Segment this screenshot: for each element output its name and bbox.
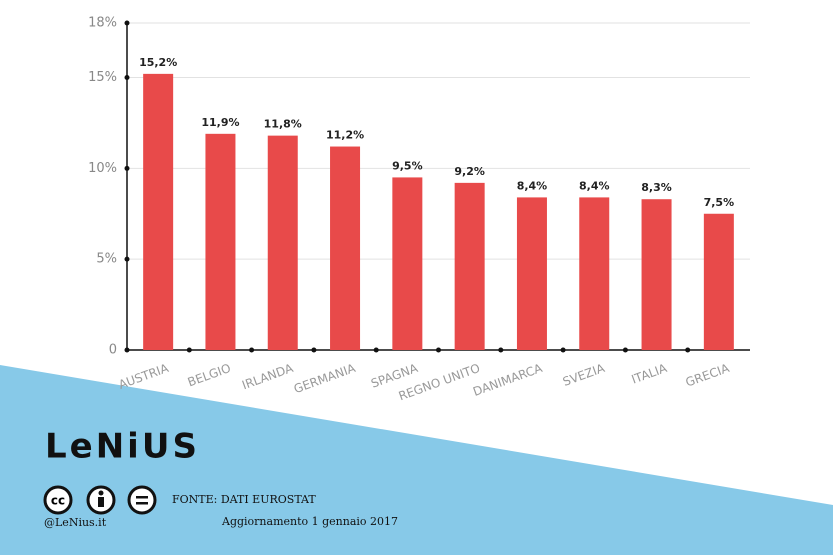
y-tick-label: 18% bbox=[88, 16, 117, 31]
value-label: 15,2% bbox=[139, 56, 177, 69]
bar bbox=[703, 213, 734, 350]
x-separator bbox=[186, 347, 192, 353]
nd-bar bbox=[136, 502, 148, 505]
value-label: 8,4% bbox=[517, 179, 548, 192]
x-separator bbox=[373, 347, 379, 353]
y-tick-label: 5% bbox=[96, 252, 117, 267]
x-separator bbox=[311, 347, 317, 353]
y-tick-label: 15% bbox=[88, 70, 117, 85]
y-tick-label: 10% bbox=[88, 161, 117, 176]
handle: @LeNius.it bbox=[44, 516, 107, 529]
nd-icon bbox=[127, 485, 157, 515]
bar bbox=[392, 177, 423, 350]
x-tick-label: GERMANIA bbox=[292, 361, 358, 396]
bar bbox=[516, 197, 547, 350]
x-tick-label: AUSTRIA bbox=[117, 361, 171, 392]
bar bbox=[579, 197, 610, 350]
logo: LeNiUS bbox=[45, 427, 200, 467]
bar bbox=[205, 133, 236, 350]
bar bbox=[454, 182, 485, 350]
value-label: 11,2% bbox=[326, 129, 364, 142]
updated: Aggiornamento 1 gennaio 2017 bbox=[221, 515, 398, 528]
x-tick-label: IRLANDA bbox=[240, 361, 296, 393]
x-tick-label: DANIMARCA bbox=[471, 361, 545, 399]
value-label: 11,8% bbox=[264, 118, 302, 131]
by-body bbox=[98, 497, 104, 507]
x-separator bbox=[436, 347, 441, 353]
y-tick-label: 0 bbox=[109, 343, 117, 358]
x-separator bbox=[498, 347, 504, 353]
value-label: 9,5% bbox=[392, 159, 423, 172]
bar bbox=[267, 135, 298, 350]
value-label: 8,3% bbox=[641, 181, 672, 194]
x-tick-label: GRECIA bbox=[684, 361, 732, 390]
bar bbox=[330, 146, 361, 350]
cc-icon bbox=[43, 485, 73, 515]
x-separator bbox=[249, 347, 255, 353]
bar bbox=[143, 73, 174, 350]
value-label: 7,5% bbox=[704, 196, 735, 209]
source: FONTE: DATI EUROSTAT bbox=[172, 493, 316, 506]
x-tick-label: SVEZIA bbox=[561, 361, 607, 389]
background-band bbox=[0, 365, 833, 555]
cc-text: cc bbox=[51, 494, 65, 508]
x-separator bbox=[685, 347, 691, 353]
value-label: 11,9% bbox=[201, 116, 239, 129]
bar bbox=[641, 199, 672, 350]
x-separator bbox=[560, 347, 566, 353]
x-tick-label: BELGIO bbox=[186, 361, 233, 389]
value-label: 8,4% bbox=[579, 179, 610, 192]
x-separator bbox=[622, 347, 628, 353]
x-tick-label: ITALIA bbox=[630, 361, 670, 387]
license-icons: cc bbox=[43, 485, 157, 515]
by-head bbox=[98, 490, 104, 496]
nd-bar bbox=[136, 496, 148, 499]
value-label: 9,2% bbox=[454, 165, 485, 178]
